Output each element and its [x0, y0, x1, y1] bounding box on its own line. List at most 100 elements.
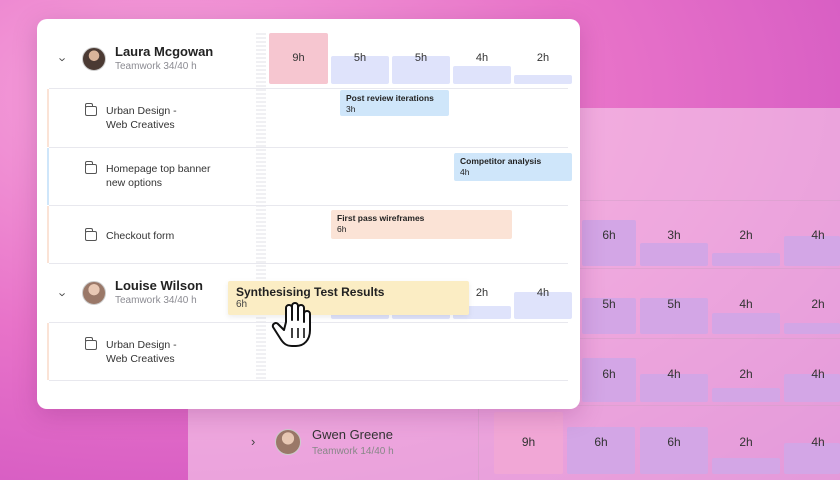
- row-divider: [49, 147, 568, 148]
- hours-label: 2h: [536, 52, 550, 64]
- folder-icon: [85, 103, 97, 116]
- project-accent: [47, 323, 49, 380]
- task-hours: 6h: [337, 224, 347, 234]
- hours-label: 4h: [536, 287, 550, 299]
- person-capacity: Teamwork 14/40 h: [312, 446, 394, 457]
- task-title: Post review iterations: [346, 93, 434, 103]
- background-hours-bar: [582, 298, 636, 334]
- background-hours-bar: [640, 427, 708, 474]
- project-accent: [47, 89, 49, 147]
- hours-label: 2h: [475, 287, 489, 299]
- person-capacity: Teamwork 34/40 h: [115, 61, 197, 72]
- background-hours-label: 2h: [739, 367, 753, 381]
- background-hours-bar: [712, 253, 780, 266]
- background-hours-label: 2h: [739, 435, 753, 449]
- hours-label: 5h: [414, 52, 428, 64]
- project-label[interactable]: Urban Design - Web Creatives: [106, 104, 177, 132]
- background-hours-label: 4h: [739, 297, 753, 311]
- project-accent: [47, 206, 49, 263]
- project-label-line: Checkout form: [106, 230, 175, 242]
- background-hours-label: 4h: [811, 435, 825, 449]
- person-name: Louise Wilson: [115, 278, 203, 293]
- background-row-line: [478, 338, 840, 339]
- task-title: Synthesising Test Results: [236, 285, 385, 299]
- background-hours-bar: [784, 374, 840, 402]
- background-hours-label: 2h: [811, 297, 825, 311]
- person-capacity: Teamwork 34/40 h: [115, 295, 197, 306]
- hours-bar: [514, 292, 572, 319]
- background-hours-label: 5h: [602, 297, 616, 311]
- background-hours-bar: [494, 412, 563, 474]
- background-hours-bar: [784, 236, 840, 266]
- background-hours-label: 9h: [521, 435, 536, 449]
- person-name: Laura Mcgowan: [115, 44, 214, 59]
- task-block[interactable]: First pass wireframes 6h: [331, 210, 512, 239]
- grab-cursor-icon: [271, 302, 311, 347]
- chevron-right-icon[interactable]: ›: [251, 434, 256, 449]
- dragging-task-block[interactable]: Synthesising Test Results 6h: [228, 281, 469, 315]
- background-hours-label: 4h: [811, 367, 825, 381]
- background-hours-bar: [640, 298, 708, 334]
- timeline-gutter: [256, 33, 266, 379]
- task-hours: 4h: [460, 167, 470, 177]
- background-hours-bar: [582, 220, 636, 266]
- folder-icon: [85, 337, 97, 350]
- avatar: [82, 47, 106, 71]
- row-divider: [49, 205, 568, 206]
- project-label-line: Web Creatives: [106, 353, 175, 365]
- background-hours-label: 4h: [667, 367, 681, 381]
- background-row-line: [478, 200, 840, 201]
- task-block[interactable]: Competitor analysis 4h: [454, 153, 572, 181]
- avatar: [275, 429, 301, 455]
- task-hours: 3h: [346, 104, 356, 114]
- background-hours-bar: [567, 427, 635, 474]
- project-label[interactable]: Homepage top banner new options: [106, 162, 211, 190]
- task-block[interactable]: Post review iterations 3h: [340, 90, 449, 116]
- hours-label: 5h: [353, 52, 367, 64]
- background-hours-bar: [640, 243, 708, 266]
- project-label-line: new options: [106, 177, 163, 189]
- project-label[interactable]: Urban Design - Web Creatives: [106, 338, 177, 366]
- background-hours-bar: [640, 374, 708, 402]
- hours-bar: [392, 56, 450, 84]
- project-label[interactable]: Checkout form: [106, 229, 174, 243]
- task-title: First pass wireframes: [337, 213, 425, 223]
- task-title: Competitor analysis: [460, 156, 542, 166]
- background-hours-bar: [784, 323, 840, 334]
- folder-icon: [85, 161, 97, 174]
- hours-label: 9h: [292, 52, 305, 64]
- background-hours-label: 6h: [602, 228, 616, 242]
- avatar: [82, 281, 106, 305]
- background-row-line: [478, 268, 840, 269]
- background-hours-bar: [712, 458, 780, 474]
- background-hours-label: 4h: [811, 228, 825, 242]
- background-hours-label: 5h: [667, 297, 681, 311]
- row-divider: [49, 263, 568, 264]
- hours-bar: [331, 56, 389, 84]
- background-hours-label: 3h: [667, 228, 681, 242]
- chevron-down-icon[interactable]: ›: [55, 57, 71, 62]
- chevron-down-icon[interactable]: ›: [55, 292, 71, 297]
- background-hours-label: 6h: [667, 435, 681, 449]
- background-row-line: [478, 405, 840, 406]
- project-label-line: Web Creatives: [106, 119, 175, 131]
- hours-bar-overbooked: [269, 33, 328, 84]
- row-divider: [49, 88, 568, 89]
- project-label-line: Urban Design -: [106, 339, 177, 351]
- person-name: Gwen Greene: [312, 427, 393, 442]
- hours-bar: [453, 66, 511, 84]
- background-hours-label: 6h: [602, 367, 616, 381]
- background-hours-label: 6h: [594, 435, 608, 449]
- project-accent: [47, 148, 49, 205]
- row-divider: [49, 380, 568, 381]
- background-hours-bar: [712, 313, 780, 334]
- project-label-line: Homepage top banner: [106, 163, 211, 175]
- project-label-line: Urban Design -: [106, 105, 177, 117]
- task-hours: 6h: [236, 299, 248, 310]
- hours-label: 4h: [475, 52, 489, 64]
- background-hours-bar: [784, 443, 840, 474]
- background-hours-bar: [582, 358, 636, 402]
- hours-bar: [514, 75, 572, 84]
- background-hours-label: 2h: [739, 228, 753, 242]
- folder-icon: [85, 228, 97, 241]
